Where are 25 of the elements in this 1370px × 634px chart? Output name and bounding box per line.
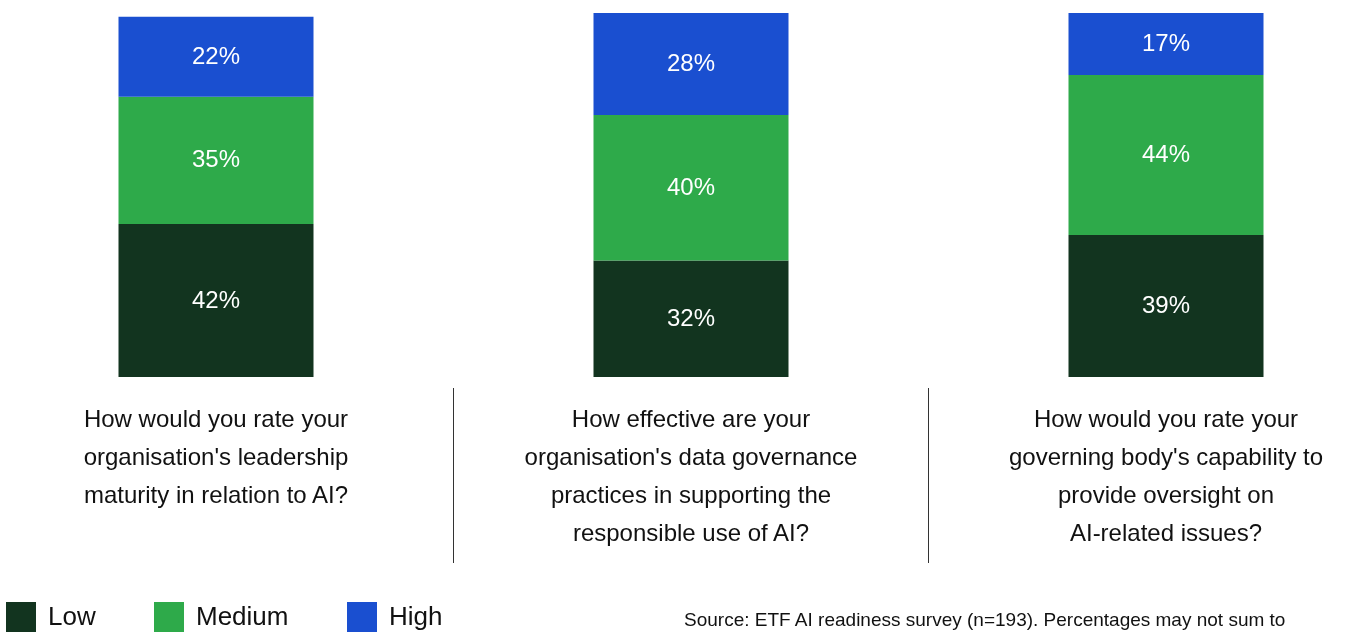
legend-label: Medium xyxy=(196,601,289,631)
data-label: 28% xyxy=(666,48,716,76)
data-label: 22% xyxy=(191,41,241,69)
x-tick-label: How would you rate your organisation's leadership maturity in relation to AI? xyxy=(83,405,349,508)
bar xyxy=(1068,74,1264,236)
bar xyxy=(1068,235,1264,377)
bar xyxy=(593,260,789,377)
data-label: 17% xyxy=(1141,28,1191,56)
data-label: 42% xyxy=(191,285,241,313)
legend-label: Low xyxy=(48,601,96,631)
data-label: 32% xyxy=(666,303,716,331)
bar xyxy=(593,13,789,115)
bar xyxy=(593,114,789,261)
bar xyxy=(118,224,314,377)
source-note: Source: ETF AI readiness survey (n=193). Percentages may not sum to xyxy=(684,609,1286,630)
data-label: 39% xyxy=(1141,291,1191,319)
bar xyxy=(1068,13,1264,75)
legend-label: High xyxy=(389,601,443,631)
data-label: 35% xyxy=(191,145,241,173)
bar xyxy=(118,16,314,97)
bar xyxy=(118,96,314,225)
x-tick-label: How effective are your organisation's data governance practices in supporting the responsible use of AI? xyxy=(524,405,858,546)
data-label: 44% xyxy=(1141,139,1191,167)
x-tick-label: How would you rate your governing body's capability to provide oversight on AI-related issues? xyxy=(1008,405,1324,546)
data-label: 40% xyxy=(666,172,716,200)
